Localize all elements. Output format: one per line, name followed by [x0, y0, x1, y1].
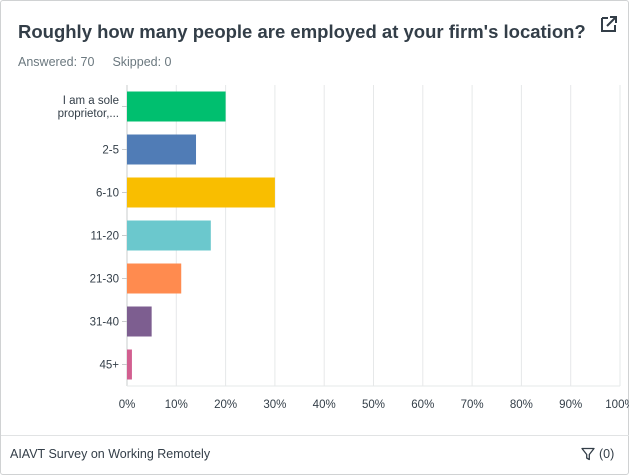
x-tick-label: 80%	[510, 399, 533, 411]
filter-button[interactable]: (0)	[581, 445, 614, 463]
category-label: 45+	[99, 360, 119, 372]
bar[interactable]	[127, 134, 197, 165]
category-label: 11-20	[90, 231, 119, 243]
external-link-icon[interactable]	[598, 13, 620, 35]
x-tick-label: 20%	[214, 399, 237, 411]
category-label: 21-30	[90, 274, 119, 286]
question-title: Roughly how many people are employed at …	[18, 21, 588, 42]
answered-count: Answered: 70	[18, 55, 95, 69]
x-tick-label: 40%	[313, 399, 336, 411]
x-tick-label: 0%	[119, 399, 136, 411]
filter-icon	[581, 447, 595, 461]
x-tick-label: 90%	[559, 399, 582, 411]
bar[interactable]	[127, 91, 226, 122]
bar[interactable]	[127, 220, 211, 251]
category-label: I am a sole	[63, 95, 119, 107]
x-tick-label: 30%	[263, 399, 286, 411]
category-label: 31-40	[90, 317, 119, 329]
survey-name: AIAVT Survey on Working Remotely	[10, 447, 211, 461]
bar[interactable]	[127, 349, 132, 380]
category-label: 6-10	[96, 188, 119, 200]
x-tick-label: 50%	[362, 399, 385, 411]
x-tick-label: 70%	[461, 399, 484, 411]
x-tick-label: 60%	[411, 399, 434, 411]
bar[interactable]	[127, 263, 182, 294]
filter-count: (0)	[599, 447, 615, 461]
response-stats: Answered: 70 Skipped: 0	[18, 55, 172, 69]
bar[interactable]	[127, 306, 152, 337]
skipped-count: Skipped: 0	[112, 55, 172, 69]
category-label: 2-5	[102, 145, 119, 157]
footer-divider	[1, 435, 629, 436]
category-label: proprietor,...	[58, 108, 119, 120]
bar-chart: 0% 10% 20% 30% 40% 50% 60% 70% 80% 90% 100% I am a …	[58, 85, 629, 411]
x-tick-label: 100%	[605, 399, 629, 411]
bar[interactable]	[127, 177, 275, 208]
x-tick-label: 10%	[165, 399, 188, 411]
